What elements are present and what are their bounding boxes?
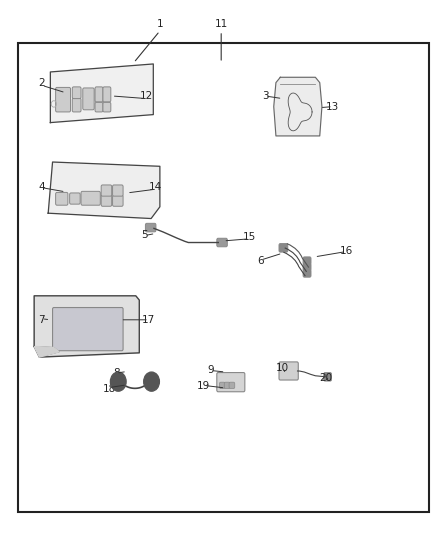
Text: 9: 9 [207, 366, 214, 375]
FancyBboxPatch shape [303, 270, 311, 277]
FancyBboxPatch shape [101, 185, 112, 196]
Text: 19: 19 [197, 382, 210, 391]
FancyBboxPatch shape [95, 102, 103, 112]
Text: 1: 1 [156, 19, 163, 29]
Text: 8: 8 [113, 368, 120, 378]
FancyBboxPatch shape [56, 192, 68, 205]
FancyBboxPatch shape [72, 87, 81, 99]
FancyBboxPatch shape [83, 88, 94, 110]
Bar [18, 43, 429, 512]
Circle shape [110, 372, 126, 391]
Polygon shape [34, 296, 139, 357]
Polygon shape [50, 64, 153, 123]
FancyBboxPatch shape [81, 191, 100, 205]
FancyBboxPatch shape [70, 193, 80, 204]
Text: 15: 15 [243, 232, 256, 242]
FancyBboxPatch shape [56, 87, 71, 112]
FancyBboxPatch shape [224, 382, 230, 389]
FancyBboxPatch shape [145, 223, 156, 232]
FancyBboxPatch shape [303, 263, 311, 271]
Polygon shape [34, 346, 59, 357]
Text: 17: 17 [142, 315, 155, 325]
Text: 16: 16 [339, 246, 353, 255]
FancyBboxPatch shape [113, 195, 123, 206]
Text: 10: 10 [276, 363, 289, 373]
Text: 20: 20 [320, 374, 333, 383]
Polygon shape [48, 162, 160, 219]
FancyBboxPatch shape [53, 308, 123, 351]
FancyBboxPatch shape [229, 382, 235, 389]
Circle shape [144, 372, 159, 391]
Text: 2: 2 [38, 78, 45, 87]
Text: 13: 13 [326, 102, 339, 111]
Text: 11: 11 [215, 19, 228, 29]
FancyBboxPatch shape [103, 102, 111, 112]
FancyBboxPatch shape [101, 195, 112, 206]
FancyBboxPatch shape [324, 373, 332, 381]
Text: 12: 12 [140, 91, 153, 101]
FancyBboxPatch shape [303, 257, 311, 264]
Text: 3: 3 [261, 91, 268, 101]
Text: 5: 5 [141, 230, 148, 239]
Text: 7: 7 [38, 315, 45, 325]
FancyBboxPatch shape [279, 362, 298, 380]
Text: 14: 14 [149, 182, 162, 191]
Text: 6: 6 [257, 256, 264, 266]
FancyBboxPatch shape [72, 98, 81, 112]
FancyBboxPatch shape [113, 185, 123, 196]
FancyBboxPatch shape [219, 382, 225, 389]
Text: 4: 4 [38, 182, 45, 191]
FancyBboxPatch shape [217, 373, 245, 392]
Text: 18: 18 [103, 384, 116, 394]
FancyBboxPatch shape [217, 238, 227, 247]
Polygon shape [274, 77, 322, 136]
FancyBboxPatch shape [279, 244, 288, 252]
FancyBboxPatch shape [103, 87, 111, 102]
FancyBboxPatch shape [95, 87, 103, 102]
